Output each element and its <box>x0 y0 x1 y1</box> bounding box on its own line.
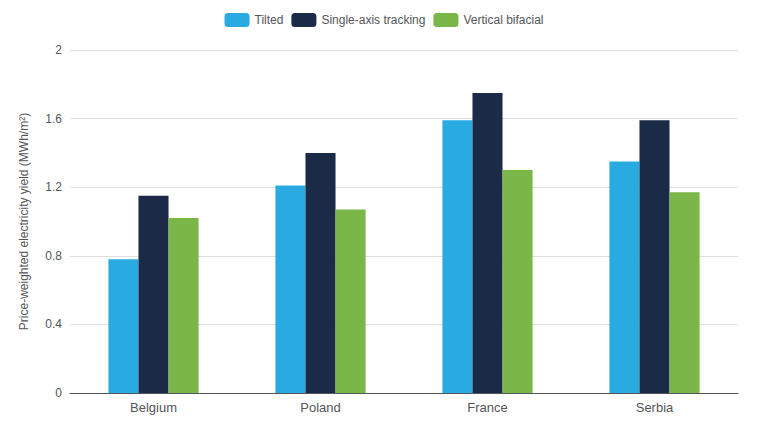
svg-text:Belgium: Belgium <box>130 400 177 415</box>
svg-text:0.8: 0.8 <box>45 249 62 263</box>
svg-text:1.6: 1.6 <box>45 112 62 126</box>
svg-text:Poland: Poland <box>300 400 340 415</box>
svg-text:Serbia: Serbia <box>636 400 674 415</box>
svg-text:Tilted: Tilted <box>255 13 284 27</box>
svg-text:0.4: 0.4 <box>45 317 62 331</box>
svg-text:0: 0 <box>55 386 62 400</box>
svg-text:Single-axis tracking: Single-axis tracking <box>321 13 425 27</box>
svg-text:Price-weighted electricity yie: Price-weighted electricity yield (MWh/m²… <box>17 113 31 330</box>
svg-text:Vertical bifacial: Vertical bifacial <box>463 13 543 27</box>
svg-text:France: France <box>467 400 507 415</box>
svg-text:1.2: 1.2 <box>45 180 62 194</box>
svg-text:2: 2 <box>55 43 62 57</box>
